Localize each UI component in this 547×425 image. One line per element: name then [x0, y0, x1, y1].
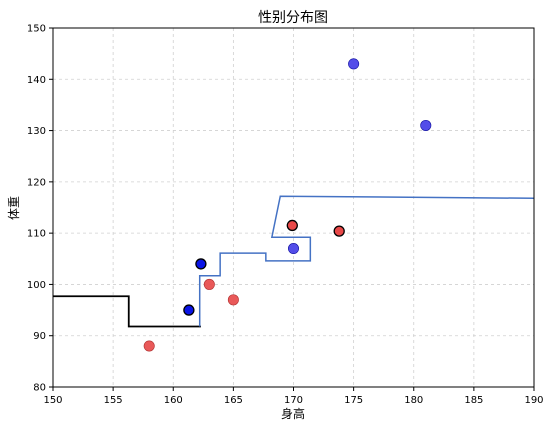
grid: [52, 27, 535, 388]
x-axis-label: 身高: [281, 406, 305, 421]
axis-ticks: 150 155 160 165 170 175 180 185 190 80 90 100 110 120…: [27, 24, 544, 407]
y-tick-label: 140: [27, 75, 46, 86]
y-tick-label: 80: [33, 383, 46, 394]
point-red: [203, 278, 215, 290]
x-tick-label: 160: [164, 395, 183, 406]
x-tick-label: 155: [104, 395, 123, 406]
x-tick-label: 180: [404, 395, 423, 406]
x-tick-label: 165: [224, 395, 243, 406]
x-tick-label: 190: [524, 395, 543, 406]
boundary-line-black: [53, 295, 201, 328]
boundary-line-blue: [198, 195, 535, 327]
data-points: [143, 58, 432, 352]
x-tick-label: 170: [284, 395, 303, 406]
x-tick-label: 150: [43, 395, 62, 406]
y-tick-label: 130: [27, 126, 46, 137]
point-blue: [348, 58, 360, 70]
chart-title: 性别分布图: [258, 10, 328, 26]
y-tick-label: 100: [27, 280, 46, 291]
highlighted-point-red: [333, 225, 345, 237]
point-blue: [420, 119, 432, 131]
highlighted-point-red: [286, 219, 298, 232]
y-tick-label: 110: [27, 229, 46, 240]
point-red: [227, 294, 239, 306]
point-red: [143, 340, 155, 352]
y-tick-label: 150: [27, 24, 46, 35]
y-axis-label: 体重: [7, 196, 21, 220]
x-tick-label: 185: [464, 395, 483, 406]
x-tick-label: 175: [344, 395, 363, 406]
highlighted-point-blue: [183, 304, 195, 316]
highlighted-point-blue: [195, 258, 207, 270]
y-tick-label: 120: [27, 177, 46, 188]
boundary-lines: [53, 195, 535, 328]
point-blue: [287, 243, 299, 255]
plot-frame: [52, 27, 535, 388]
y-tick-label: 90: [33, 331, 46, 342]
